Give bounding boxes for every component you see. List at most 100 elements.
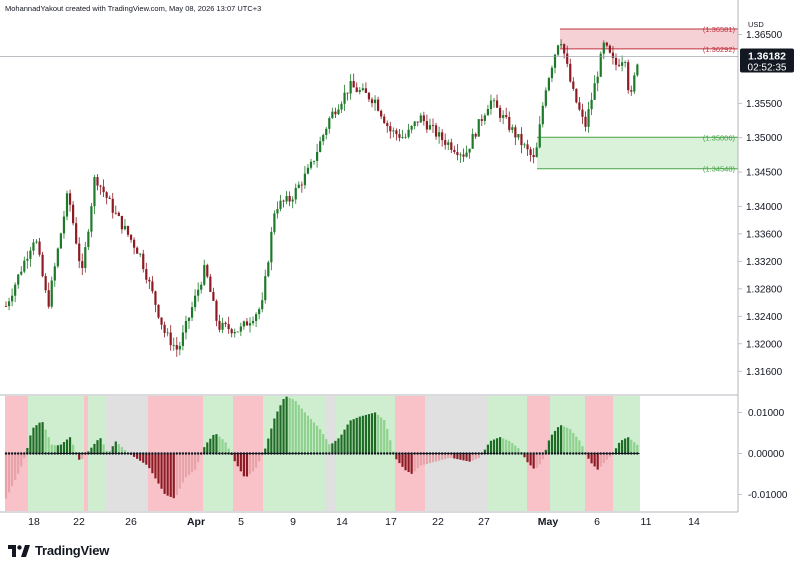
currency-label: USD: [748, 20, 764, 29]
osc-zero-dot: [361, 452, 365, 455]
osc-bar: [114, 441, 117, 454]
osc-bar: [624, 438, 627, 454]
osc-zero-dot: [193, 452, 197, 455]
osc-zero-dot: [264, 452, 267, 455]
osc-bar: [96, 440, 99, 454]
osc-zero-dot: [410, 452, 413, 455]
osc-zero-dot: [379, 452, 383, 455]
price-chart[interactable]: USD 1.365001.355001.350001.345001.340001…: [0, 0, 800, 540]
candle: [72, 201, 75, 226]
candle: [468, 148, 471, 159]
osc-zero-dot: [593, 452, 596, 455]
osc-background-band: [5, 396, 28, 511]
osc-zero-dot: [318, 452, 322, 455]
candle: [44, 273, 47, 294]
osc-bar: [602, 453, 605, 464]
osc-zero-dot: [126, 452, 130, 455]
candle: [78, 237, 81, 269]
osc-zero-dot: [306, 452, 310, 455]
candle: [529, 146, 532, 162]
osc-zero-dot: [157, 452, 160, 455]
osc-zero-dot: [614, 452, 618, 455]
candle: [422, 111, 425, 126]
candle: [273, 210, 276, 235]
candle: [581, 103, 584, 124]
candle: [190, 301, 194, 321]
osc-bar: [41, 422, 44, 454]
osc-bar: [251, 453, 255, 472]
candle: [203, 259, 206, 287]
osc-tick-label: 0.01000: [748, 408, 785, 419]
osc-zero-dot: [422, 452, 426, 455]
osc-zero-dot: [41, 452, 44, 455]
osc-zero-dot: [221, 452, 224, 455]
osc-zero-dot: [251, 452, 255, 455]
osc-zero-dot: [462, 452, 465, 455]
candle: [572, 77, 575, 91]
candle: [587, 101, 590, 133]
candle: [602, 40, 605, 60]
osc-bar: [258, 453, 261, 462]
osc-bar: [169, 453, 172, 497]
osc-bar: [447, 453, 450, 459]
brand-name: TradingView: [35, 543, 110, 558]
osc-zero-dot: [139, 452, 142, 455]
osc-zero-dot: [160, 452, 163, 455]
osc-zero-dot: [337, 452, 340, 455]
osc-zero-dot: [575, 452, 578, 455]
candle: [200, 281, 203, 294]
osc-bar: [373, 412, 377, 454]
osc-zero-dot: [239, 452, 243, 455]
candle: [569, 58, 572, 83]
osc-zero-dot: [535, 452, 538, 455]
candle: [154, 290, 157, 313]
candle: [270, 227, 273, 271]
osc-bar: [355, 417, 358, 454]
osc-zero-dot: [224, 452, 227, 455]
osc-zero-dot: [511, 452, 514, 455]
osc-bar: [160, 453, 163, 489]
support-zone[interactable]: [537, 137, 738, 169]
candle: [575, 88, 578, 104]
price-tick-label: 1.34500: [746, 168, 783, 179]
osc-bar: [203, 447, 206, 454]
osc-zero-dot: [209, 452, 212, 455]
price-tick-label: 1.35000: [746, 133, 783, 144]
candle: [355, 82, 358, 93]
candle: [90, 202, 93, 238]
osc-background-band: [527, 396, 550, 511]
candle: [133, 237, 136, 255]
candle: [157, 304, 160, 320]
candle: [59, 232, 62, 249]
osc-zero-dot: [483, 452, 487, 455]
candle: [325, 126, 328, 140]
candle: [438, 126, 441, 144]
candle: [550, 65, 554, 83]
candle: [87, 228, 90, 251]
osc-zero-dot: [190, 452, 194, 455]
osc-zero-dot: [505, 452, 508, 455]
osc-zero-dot: [93, 452, 96, 455]
candle: [349, 74, 352, 100]
candle: [373, 95, 377, 111]
osc-bar: [334, 440, 337, 454]
osc-zero-dot: [59, 452, 63, 455]
osc-zero-dot: [87, 452, 90, 455]
osc-bar: [242, 453, 245, 477]
osc-zero-dot: [529, 452, 532, 455]
osc-bar: [508, 440, 511, 454]
candle: [413, 120, 416, 130]
osc-bar: [7, 453, 11, 493]
osc-zero-dot: [617, 452, 621, 455]
osc-zero-dot: [428, 452, 432, 455]
osc-bar: [349, 420, 352, 454]
candle: [288, 191, 291, 207]
osc-zero-dot: [434, 452, 438, 455]
osc-zero-dot: [35, 452, 38, 455]
osc-zero-dot: [386, 452, 389, 455]
osc-zero-dot: [215, 452, 218, 455]
time-tick-label: 26: [125, 516, 137, 528]
candle: [218, 314, 221, 333]
osc-bar: [529, 453, 532, 466]
osc-bar: [136, 453, 139, 459]
